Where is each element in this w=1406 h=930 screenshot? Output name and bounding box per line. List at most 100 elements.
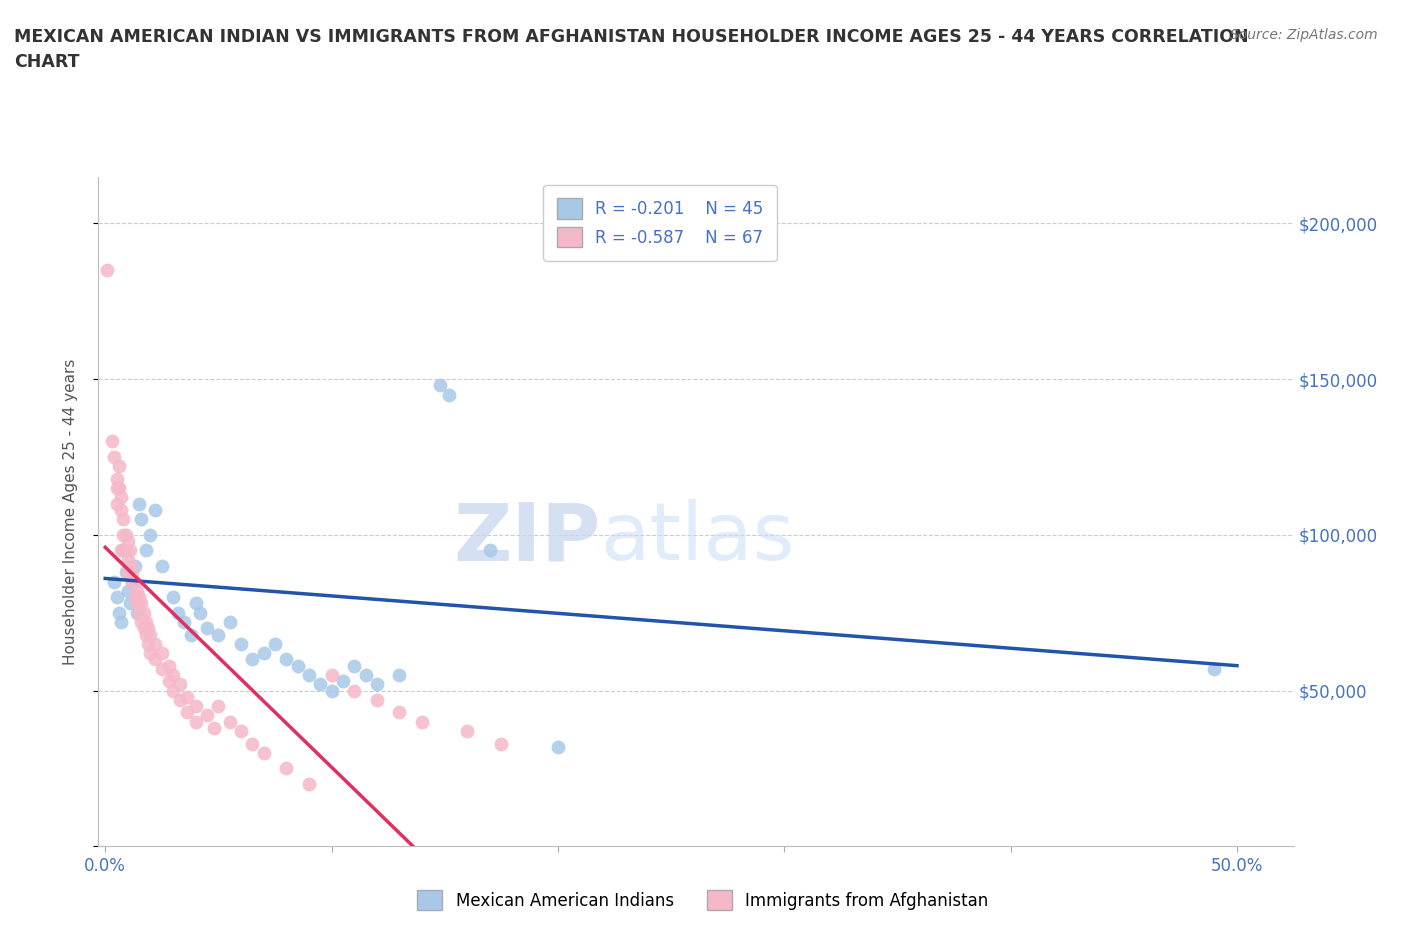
Point (309, 677, 332, 692)
Point (240, 736, 263, 751)
Point (143, 502, 166, 517)
Point (136, 621, 159, 636)
Point (253, 645, 276, 660)
Point (207, 627, 229, 642)
Point (456, 724, 478, 738)
Point (439, 387, 461, 402)
Point (135, 615, 157, 630)
Point (184, 596, 207, 611)
Point (547, 739, 569, 754)
Point (112, 543, 135, 558)
Point (117, 565, 139, 579)
Point (343, 684, 366, 698)
Point (139, 645, 162, 660)
Point (110, 490, 132, 505)
Point (143, 636, 166, 651)
Point (107, 458, 129, 473)
Point (128, 590, 150, 604)
Point (253, 746, 276, 761)
Point (105, 590, 128, 604)
Point (195, 621, 218, 636)
Text: MEXICAN AMERICAN INDIAN VS IMMIGRANTS FROM AFGHANISTAN HOUSEHOLDER INCOME AGES 2: MEXICAN AMERICAN INDIAN VS IMMIGRANTS FR… (14, 28, 1249, 71)
Y-axis label: Householder Income Ages 25 - 44 years: Householder Income Ages 25 - 44 years (63, 358, 77, 665)
Point (125, 596, 148, 611)
Point (354, 668, 377, 683)
Point (332, 674, 354, 689)
Point (479, 543, 502, 558)
Point (169, 693, 191, 708)
Point (162, 590, 184, 604)
Point (276, 652, 298, 667)
Text: atlas: atlas (600, 499, 794, 578)
Point (132, 621, 155, 636)
Point (139, 527, 162, 542)
Point (105, 497, 128, 512)
Point (131, 596, 153, 611)
Point (125, 583, 148, 598)
Point (264, 636, 287, 651)
Point (105, 472, 128, 486)
Point (173, 615, 195, 630)
Point (117, 534, 139, 549)
Point (176, 689, 198, 704)
Point (229, 636, 252, 651)
Point (110, 502, 132, 517)
Point (202, 721, 225, 736)
Point (121, 565, 143, 579)
Point (150, 559, 173, 574)
Point (287, 658, 309, 673)
Point (166, 605, 188, 620)
Point (321, 668, 343, 683)
Point (429, 378, 451, 392)
Point (124, 590, 146, 604)
Point (184, 714, 207, 729)
Point (135, 543, 157, 558)
Point (107, 605, 129, 620)
Point (131, 512, 153, 526)
Point (125, 605, 148, 620)
Point (150, 645, 173, 660)
Point (491, 736, 513, 751)
Point (132, 605, 155, 620)
Point (218, 615, 240, 630)
Point (135, 627, 157, 642)
Point (184, 698, 207, 713)
Point (120, 559, 142, 574)
Point (103, 574, 125, 589)
Point (157, 658, 180, 673)
Point (114, 543, 136, 558)
Point (388, 668, 411, 683)
Point (114, 565, 136, 579)
Point (321, 684, 343, 698)
Point (162, 668, 184, 683)
Point (180, 627, 202, 642)
Point (195, 708, 218, 723)
Point (366, 693, 388, 708)
Point (240, 652, 263, 667)
Point (139, 627, 162, 642)
Text: ZIP: ZIP (453, 499, 600, 578)
Point (121, 574, 143, 589)
Point (169, 677, 191, 692)
Point (276, 761, 298, 776)
Point (143, 652, 166, 667)
Point (162, 684, 184, 698)
Point (105, 481, 128, 496)
Legend: R = -0.201    N = 45, R = -0.587    N = 67: R = -0.201 N = 45, R = -0.587 N = 67 (544, 185, 776, 260)
Point (103, 449, 125, 464)
Point (343, 658, 366, 673)
Point (114, 527, 136, 542)
Point (218, 714, 240, 729)
Point (131, 615, 153, 630)
Point (120, 596, 142, 611)
Point (117, 583, 139, 598)
Point (366, 677, 388, 692)
Point (157, 674, 180, 689)
Point (110, 543, 132, 558)
Point (124, 574, 146, 589)
Point (112, 527, 135, 542)
Point (121, 574, 143, 589)
Point (1204, 661, 1226, 676)
Point (96, 262, 118, 277)
Point (388, 705, 411, 720)
